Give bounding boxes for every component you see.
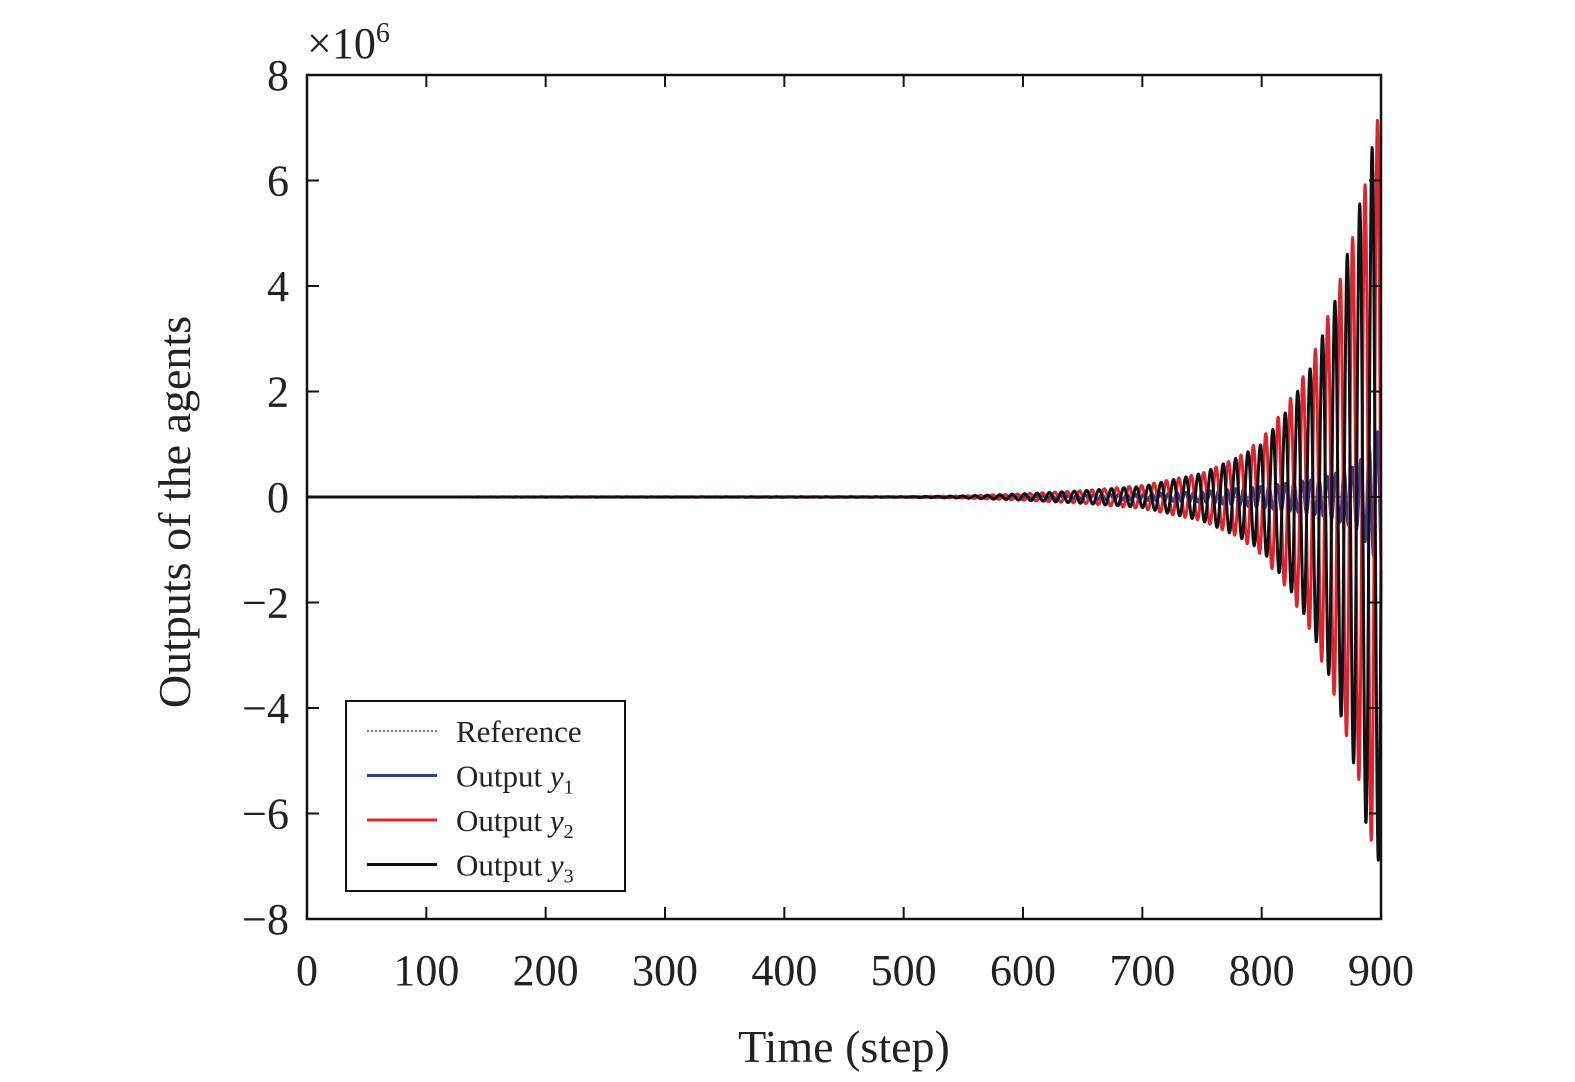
x-tick-label: 200 [513, 946, 579, 995]
x-tick-label: 900 [1348, 946, 1414, 995]
y-tick-label: 8 [267, 51, 289, 100]
x-tick-label: 700 [1109, 946, 1175, 995]
series-layer [305, 118, 1383, 862]
y-tick-label: 2 [267, 368, 289, 417]
y-axis-title: Outputs of the agents [149, 316, 200, 708]
legend-label: Output y3 [456, 848, 574, 888]
legend-label: Output y1 [456, 759, 574, 799]
y-multiplier-exponent: 6 [376, 18, 390, 49]
x-tick-label: 500 [871, 946, 937, 995]
y-tick-label: 4 [267, 262, 289, 311]
y-tick-label: −8 [242, 895, 289, 944]
y-axis-multiplier: ×106 [307, 18, 390, 68]
y-tick-label: −6 [242, 790, 289, 839]
y-tick-label: 6 [267, 157, 289, 206]
legend-label: Output y2 [456, 803, 574, 843]
y-tick-label: −2 [242, 579, 289, 628]
x-tick-label: 400 [751, 946, 817, 995]
ticks-layer: 0 100 200 300 400 500 600 700 800 900 −8 −6 −4 −2 0 2 4 6… [242, 51, 1414, 995]
x-tick-label: 600 [990, 946, 1056, 995]
x-axis-title: Time (step) [738, 1021, 950, 1072]
x-tick-label: 100 [393, 946, 459, 995]
legend-label: Reference [456, 714, 582, 749]
y-multiplier-base: ×10 [307, 19, 376, 68]
x-tick-label: 0 [296, 946, 318, 995]
x-tick-label: 800 [1229, 946, 1295, 995]
y-tick-label: 0 [267, 473, 289, 522]
y-tick-label: −4 [242, 684, 289, 733]
legend-box [345, 700, 626, 892]
series-line-y3 [305, 146, 1383, 862]
x-tick-label: 300 [632, 946, 698, 995]
